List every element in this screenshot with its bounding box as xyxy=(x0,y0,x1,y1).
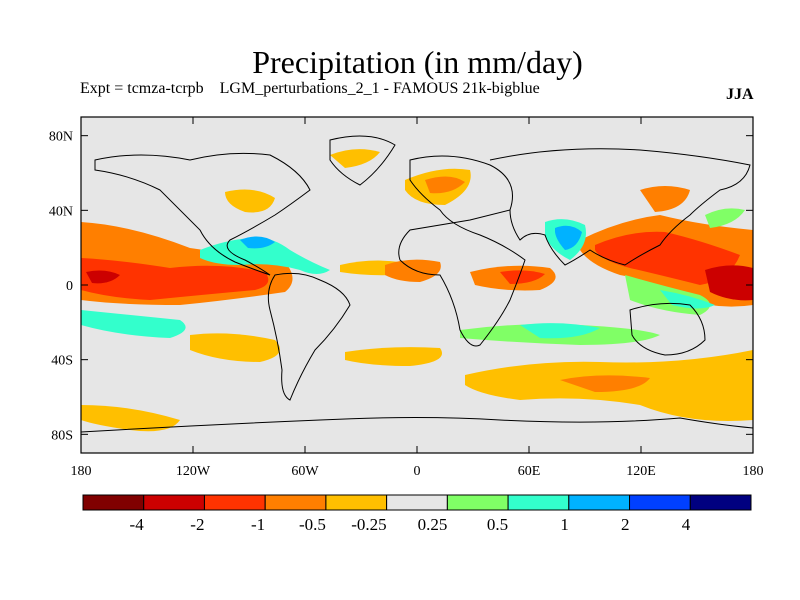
lon-tick-label: 60W xyxy=(291,464,319,479)
colorbar-label: 4 xyxy=(682,515,691,534)
pacific-itcz-darkred xyxy=(86,270,120,284)
experiment-subtitle: Expt = tcmza-tcrpb LGM_perturbations_2_1… xyxy=(80,80,540,97)
lon-tick-label: 120E xyxy=(626,464,656,479)
caribbean-wet xyxy=(200,237,330,274)
caribbean-wet-core xyxy=(240,236,275,249)
greenland-coast xyxy=(329,135,396,186)
south-america-coast xyxy=(267,272,351,401)
east-asia-dry xyxy=(640,186,690,212)
anomaly-contours xyxy=(81,149,753,432)
colorbar-swatch xyxy=(689,494,752,511)
africa-dry xyxy=(385,259,441,282)
lat-tick-label: 40N xyxy=(49,204,73,219)
colorbar-label: -4 xyxy=(130,515,145,534)
colorbar-label: 0.5 xyxy=(487,515,508,534)
colorbar-swatch xyxy=(446,494,509,511)
antarctic-dry xyxy=(81,405,180,432)
antarctica-coast xyxy=(80,417,754,433)
south-pacific-dry xyxy=(190,333,280,362)
north-america-coast xyxy=(94,152,311,276)
colorbar-swatch xyxy=(325,494,388,511)
colorbar-swatch xyxy=(203,494,266,511)
lon-tick-label: 0 xyxy=(414,464,421,479)
colorbar-label: -0.25 xyxy=(351,515,386,534)
asia-coast xyxy=(489,148,751,266)
lon-tick-label: 120W xyxy=(176,464,211,479)
colorbar: -4 -2 -1 -0.5 -0.25 0.25 0.5 1 2 4 xyxy=(82,494,752,534)
latitude-axis: 80N 40N 0 40S 80S xyxy=(49,130,753,443)
lat-tick-label: 40S xyxy=(51,354,73,369)
colorbar-swatch xyxy=(264,494,327,511)
southern-ocean-dry-core xyxy=(560,375,650,392)
colorbar-label: 2 xyxy=(621,515,630,534)
colorbar-swatch xyxy=(629,494,691,511)
indian-ocean-dry-core xyxy=(500,270,545,284)
colorbar-swatch xyxy=(386,494,448,511)
lon-tick-label: 180 xyxy=(71,464,92,479)
lat-tick-label: 80S xyxy=(51,428,73,443)
north-atlantic-dry-core xyxy=(425,176,465,194)
lon-tick-label: 60E xyxy=(518,464,541,479)
season-label: JJA xyxy=(726,86,754,103)
chart-title: Precipitation (in mm/day) xyxy=(252,44,583,80)
south-pacific-wet xyxy=(81,310,186,338)
lon-tick-label: 180 xyxy=(743,464,764,479)
lat-tick-label: 80N xyxy=(49,130,73,145)
colorbar-swatch xyxy=(568,494,631,511)
north-america-dry xyxy=(225,189,275,213)
longitude-axis: 180 120W 60W 0 60E 120E 180 xyxy=(71,117,764,479)
colorbar-label: -0.5 xyxy=(299,515,326,534)
west-pacific-darkred xyxy=(705,265,753,301)
north-pacific-wet xyxy=(705,208,745,228)
colorbar-swatch xyxy=(143,494,205,511)
colorbar-label: -2 xyxy=(190,515,204,534)
india-wet-core xyxy=(555,225,582,250)
lat-tick-label: 0 xyxy=(66,279,73,294)
pacific-itcz-red xyxy=(81,258,269,300)
indian-south-wet-core xyxy=(520,323,600,339)
arctic-dry xyxy=(330,149,380,168)
colorbar-swatch xyxy=(507,494,570,511)
colorbar-label: -1 xyxy=(251,515,265,534)
colorbar-swatch xyxy=(82,494,145,511)
asia-dry-core xyxy=(595,231,740,285)
south-atlantic-dry xyxy=(345,347,442,366)
colorbar-label: 1 xyxy=(560,515,569,534)
australia-coast xyxy=(629,302,706,356)
map-panel: 80N 40N 0 40S 80S 180 120W 60W 0 60E 120E 180 xyxy=(49,116,764,479)
coastlines xyxy=(80,135,754,433)
colorbar-label: 0.25 xyxy=(418,515,448,534)
